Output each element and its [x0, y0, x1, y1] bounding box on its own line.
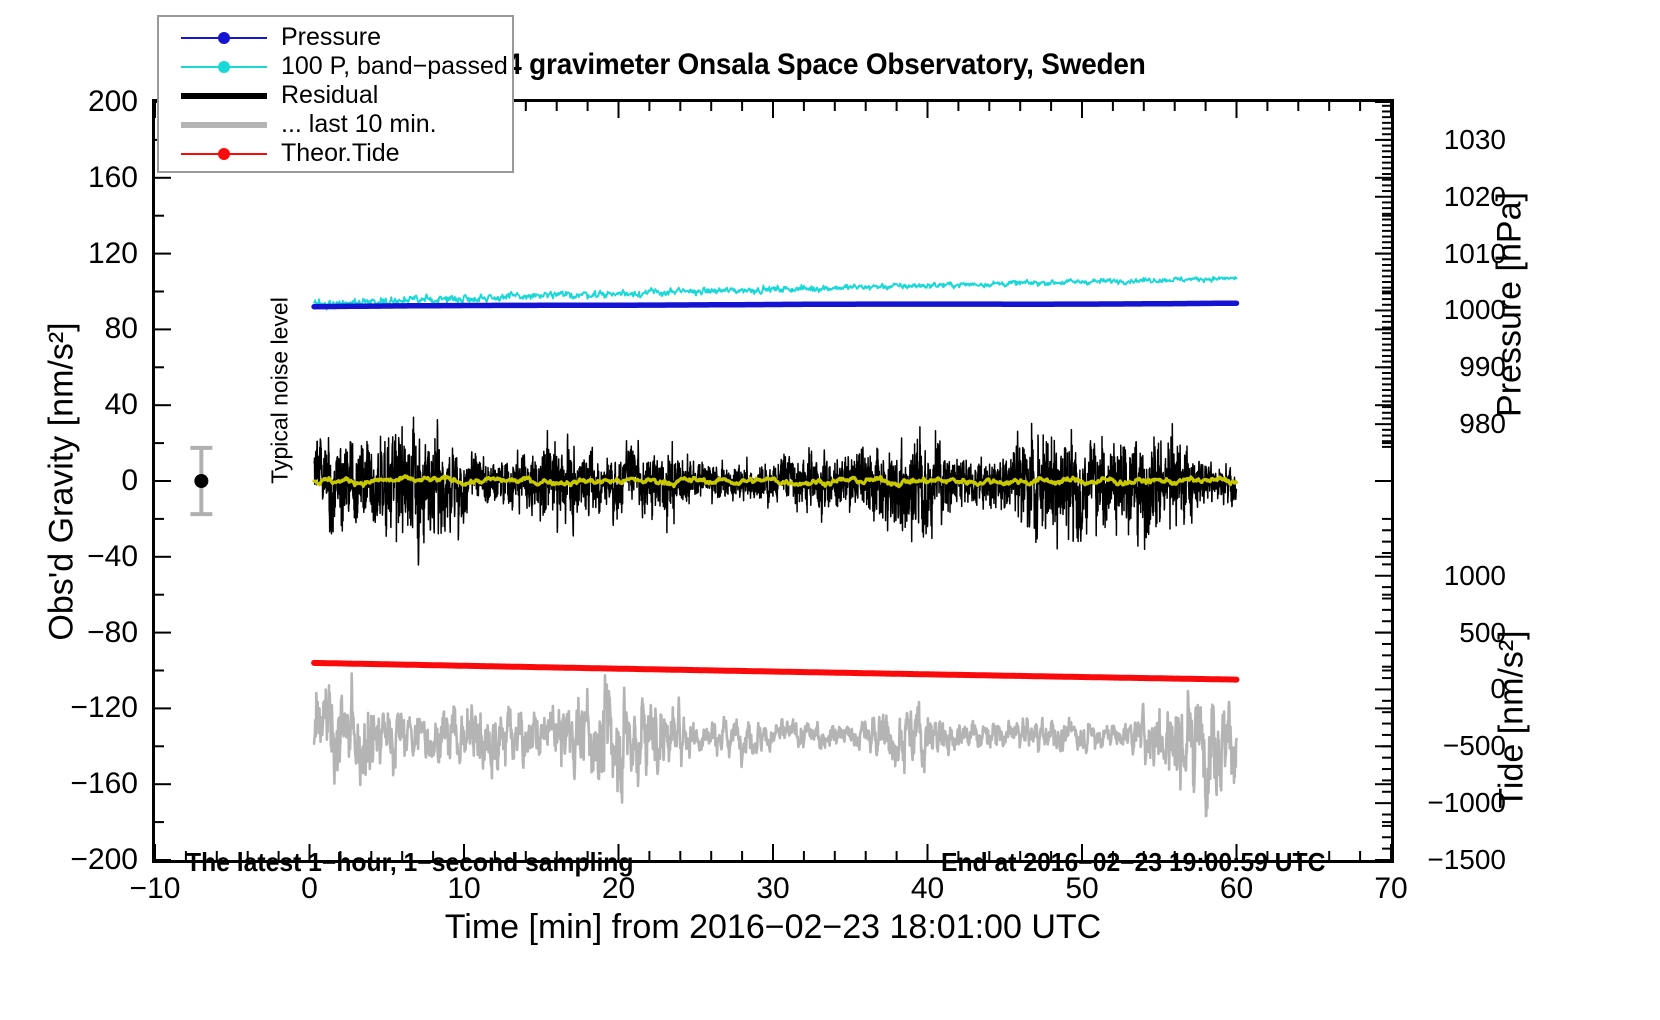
legend-label: Theor.Tide	[281, 139, 400, 167]
legend-item-4[interactable]: Theor.Tide	[159, 139, 512, 168]
y-axis-tide-tick--500: −500	[1442, 730, 1506, 762]
x-axis-tick-30: 30	[756, 872, 790, 905]
y-axis-left-title: Obs'd Gravity [nm/s²]	[42, 322, 81, 641]
plot-area	[152, 99, 1394, 863]
y-axis-left-tick--160: −160	[70, 767, 138, 801]
legend-label: 100 P, band−passed	[281, 52, 508, 80]
plot-traces	[155, 102, 1391, 860]
y-axis-left-tick-200: 200	[87, 85, 138, 118]
legend-swatch-icon	[181, 143, 267, 165]
end-time-note: End at 2016−02−23 19:00:59 UTC	[941, 847, 1326, 877]
typical-noise-errorbar	[190, 445, 213, 517]
legend-dot-icon	[218, 147, 230, 160]
y-axis-tide-tick-0: 0	[1490, 673, 1506, 705]
x-axis-tick-50: 50	[1065, 872, 1099, 905]
y-axis-left-tick--80: −80	[87, 615, 138, 649]
y-axis-left-tick-120: 120	[87, 236, 138, 270]
legend-dot-icon	[218, 60, 230, 73]
y-axis-left-ticklabels: 200 160 120 80 40 0 −40 −80 −120 −160 −200	[0, 85, 152, 876]
y-axis-tide-tick-500: 500	[1459, 616, 1506, 648]
legend-item-0[interactable]: Pressure	[159, 23, 512, 52]
legend-label: ... last 10 min.	[281, 110, 437, 138]
y-axis-left-tick-0: 0	[121, 464, 138, 497]
legend-line-icon	[181, 92, 267, 99]
legend-label: Residual	[281, 81, 379, 109]
y-axis-left-tick--200: −200	[70, 843, 138, 876]
y-axis-tide-tick--1000: −1000	[1427, 787, 1506, 819]
y-axis-pressure-tick-1000: 1000	[1443, 294, 1506, 326]
y-axis-left-tick-160: 160	[87, 160, 138, 194]
x-axis-ticklabels: −10 0 10 20 30 40 50 60 70	[130, 872, 1408, 912]
y-axis-left-tick--120: −120	[70, 691, 138, 725]
x-axis-tick-40: 40	[910, 872, 945, 905]
legend-swatch-icon	[181, 56, 267, 78]
x-axis-title: Time [min] from 2016−02−23 18:01:00 UTC	[444, 908, 1102, 946]
x-axis-tick-0: 0	[301, 872, 318, 905]
y-axis-pressure-tick-1030: 1030	[1443, 123, 1506, 155]
legend-item-3[interactable]: ... last 10 min.	[159, 110, 512, 139]
y-axis-left-tick-40: 40	[104, 388, 138, 422]
x-axis-tick--10: −10	[129, 872, 181, 905]
x-axis-tick-20: 20	[601, 872, 636, 905]
y-axis-pressure-title: Pressure [hPa]	[1490, 192, 1529, 417]
y-axis-left-tick-80: 80	[104, 312, 138, 346]
chart-legend: Pressure 100 P, band−passed Residual... la…	[157, 15, 514, 173]
y-axis-pressure-tick-980: 980	[1459, 408, 1506, 440]
y-axis-tide-tick-1000: 1000	[1443, 559, 1506, 591]
y-axis-tide-tick--1500: −1500	[1427, 844, 1506, 875]
sampling-note: The latest 1−hour, 1−second sampling	[186, 847, 634, 877]
legend-item-1[interactable]: 100 P, band−passed	[159, 52, 512, 81]
legend-dot-icon	[218, 31, 230, 44]
x-axis-tick-10: 10	[447, 872, 481, 905]
chart-title: SCG_054 gravimeter Onsala Space Observat…	[400, 48, 1146, 81]
legend-swatch-icon	[181, 85, 267, 107]
legend-item-2[interactable]: Residual	[159, 81, 512, 110]
legend-swatch-icon	[181, 27, 267, 49]
y-axis-tide-title: Tide [nm/s²]	[1492, 630, 1531, 809]
y-axis-pressure-tick-1020: 1020	[1443, 180, 1506, 212]
legend-label: Pressure	[281, 23, 382, 51]
y-axis-right-ticklabels: 1030 1020 1010 1000 990 980 1000 500 0 −500 −1000 −…	[1394, 99, 1524, 875]
legend-swatch-icon	[181, 114, 267, 136]
y-axis-pressure-tick-990: 990	[1459, 351, 1506, 383]
typical-noise-level-label: Typical noise level	[266, 297, 293, 484]
x-axis-tick-60: 60	[1219, 872, 1254, 905]
x-axis-tick-70: 70	[1374, 872, 1408, 905]
y-axis-pressure-tick-1010: 1010	[1443, 237, 1506, 269]
y-axis-left-tick--40: −40	[87, 539, 138, 573]
legend-line-icon	[181, 121, 267, 128]
